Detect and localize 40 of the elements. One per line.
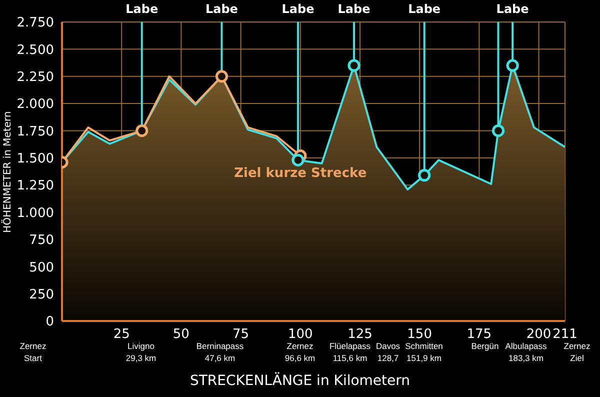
ref-line-label: Labe: [407, 2, 442, 16]
text: Schmitten 151,9 km: [405, 340, 443, 364]
y-axis-title: HÖHENMETER in Metern: [2, 110, 14, 232]
x-tick-label: 25: [113, 327, 130, 342]
text: Zernez Ziel: [564, 340, 590, 364]
y-tick-label: 2.000: [16, 97, 54, 112]
y-tick-label: 1.750: [16, 124, 54, 140]
text: Bergün: [471, 340, 499, 352]
ref-line-label: Labe: [204, 2, 239, 16]
text: Zernez Start: [20, 340, 46, 364]
y-tick-label: 250: [29, 287, 54, 302]
ref-line-label: Labe: [495, 2, 530, 16]
ref-line-label: Labe: [336, 2, 372, 16]
y-tick-label: 0: [46, 314, 54, 330]
text: Livigno 29,3 km: [126, 340, 156, 364]
x-tick-label: 200: [526, 327, 552, 342]
x-tick-label: 211: [552, 327, 578, 342]
y-tick-label: 1.000: [16, 206, 54, 221]
x-tick-label: 100: [288, 327, 313, 342]
text: Zernez 96,6 km: [284, 340, 316, 364]
x-tick-label: 125: [348, 327, 372, 342]
ref-line-label: Labe: [124, 2, 160, 16]
ref-line-label: Labe: [280, 2, 316, 16]
y-tick-label: 1.250: [16, 178, 54, 194]
y-tick-label: 1.500: [16, 152, 54, 167]
y-tick-label: 750: [29, 233, 54, 248]
x-tick-label: 175: [466, 327, 492, 342]
x-axis-title: STRECKENLÄNGE in Kilometern: [188, 373, 412, 389]
y-tick-label: 2.500: [16, 42, 54, 58]
annotation: Ziel kurze Strecke: [233, 166, 368, 181]
y-tick-label: 500: [29, 260, 54, 276]
text: Flüelapass 115,6 km: [329, 340, 371, 364]
text: Albulapass 183,3 km: [505, 340, 547, 364]
x-tick-label: 75: [232, 327, 250, 342]
x-tick-label: 150: [407, 327, 432, 342]
x-tick-label: 50: [172, 327, 190, 342]
y-tick-label: 2.250: [16, 70, 54, 85]
text: Berninapass 47,6 km: [196, 340, 244, 364]
y-tick-label: 2.750: [16, 16, 54, 31]
text: Davos 128,7: [376, 340, 400, 364]
